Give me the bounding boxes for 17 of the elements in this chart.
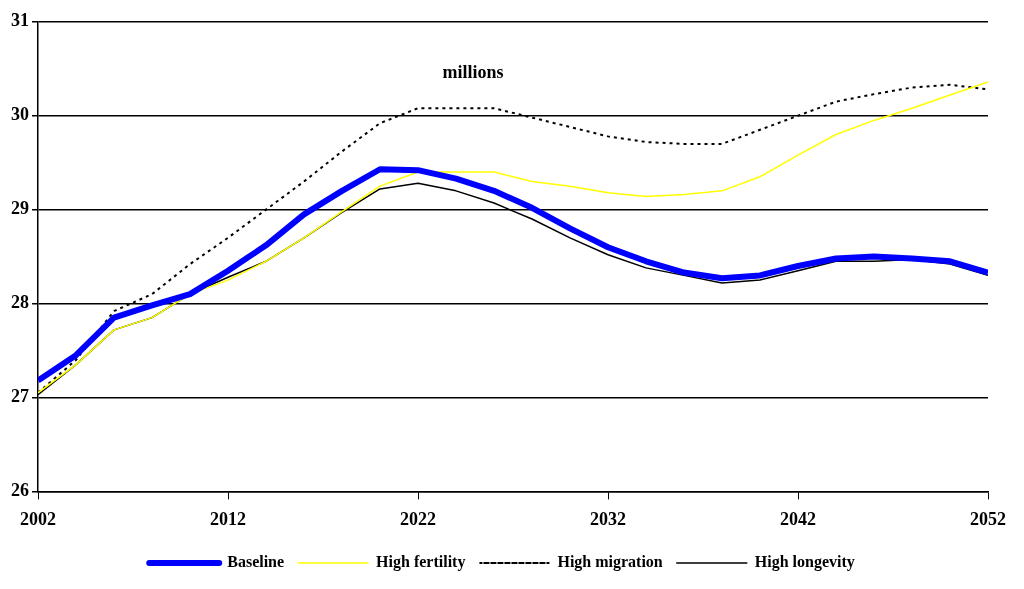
annotation: millions [442, 62, 504, 83]
y-tick-label: 26 [11, 480, 29, 501]
y-tick-label: 30 [11, 104, 29, 125]
y-tick-label: 28 [11, 292, 29, 313]
y-tick-label: 31 [11, 10, 29, 31]
legend-label: High migration [557, 553, 663, 572]
legend-label: High longevity [754, 553, 855, 572]
legend-label: High fertility [376, 553, 466, 572]
legend-label: Baseline [227, 553, 285, 571]
x-tick-label: 2052 [970, 508, 1006, 529]
x-tick-label: 2002 [20, 508, 56, 529]
x-tick-label: 2032 [590, 508, 626, 529]
x-tick-label: 2022 [400, 508, 436, 529]
x-tick-label: 2012 [210, 508, 246, 529]
y-tick-label: 29 [11, 198, 29, 219]
y-tick-label: 27 [11, 386, 29, 407]
x-tick-label: 2042 [780, 508, 816, 529]
